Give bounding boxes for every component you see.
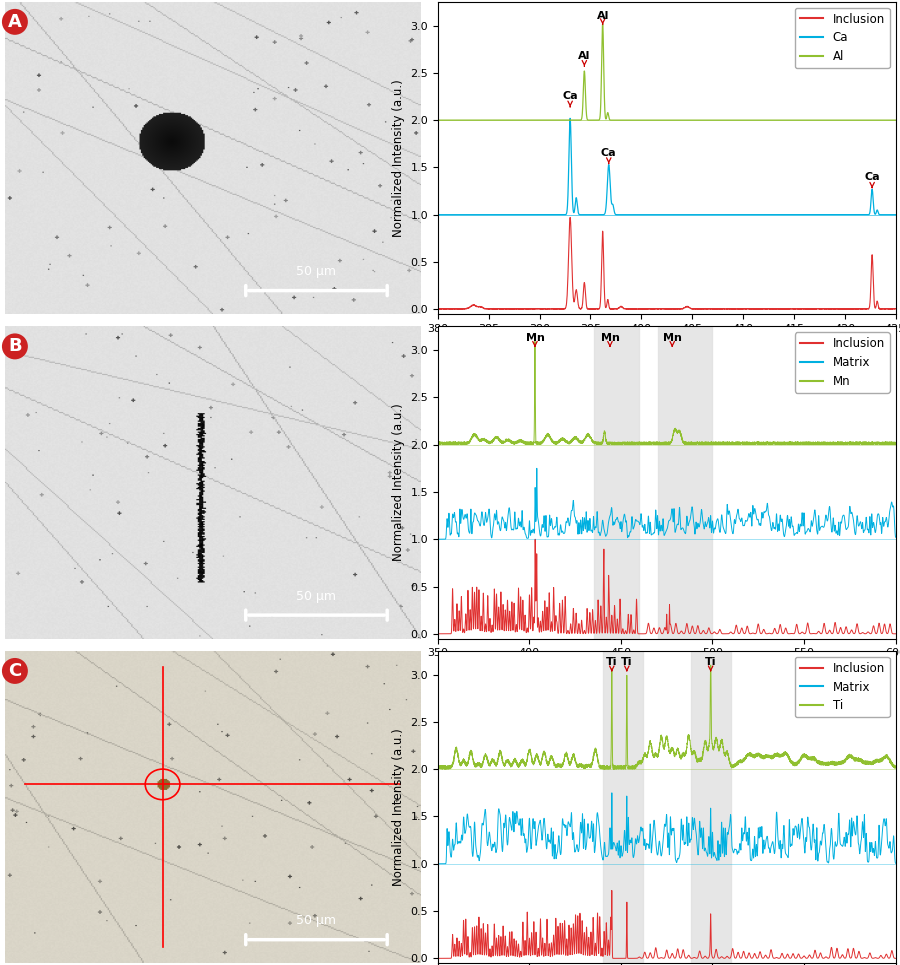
X-axis label: Wavelength (nm): Wavelength (nm)	[613, 340, 721, 352]
Text: Al: Al	[597, 11, 608, 24]
Text: 50 μm: 50 μm	[296, 590, 337, 602]
Y-axis label: Normalized Intensity (a.u.): Normalized Intensity (a.u.)	[392, 79, 405, 236]
Y-axis label: Normalized Intensity (a.u.): Normalized Intensity (a.u.)	[392, 403, 405, 562]
Bar	[593, 326, 639, 639]
Text: Ti: Ti	[621, 657, 633, 671]
Legend: Inclusion, Matrix, Ti: Inclusion, Matrix, Ti	[795, 657, 889, 717]
Text: Ti: Ti	[606, 657, 617, 671]
Text: 50 μm: 50 μm	[296, 914, 337, 927]
Text: A: A	[8, 13, 22, 31]
Text: Ca: Ca	[562, 92, 578, 107]
Text: 50 μm: 50 μm	[296, 265, 337, 278]
Text: B: B	[8, 338, 22, 355]
Legend: Inclusion, Matrix, Mn: Inclusion, Matrix, Mn	[795, 332, 889, 393]
Text: Mn: Mn	[662, 333, 681, 346]
Text: C: C	[8, 662, 22, 680]
Text: Ti: Ti	[705, 657, 716, 671]
Text: Ca: Ca	[864, 172, 880, 187]
Legend: Inclusion, Ca, Al: Inclusion, Ca, Al	[795, 8, 889, 69]
Text: Ca: Ca	[601, 148, 617, 164]
Text: Mn: Mn	[526, 333, 544, 346]
Bar	[690, 651, 731, 963]
Y-axis label: Normalized Intensity (a.u.): Normalized Intensity (a.u.)	[392, 729, 405, 886]
Text: Mn: Mn	[600, 333, 619, 346]
Bar	[603, 651, 643, 963]
X-axis label: Wavelength (nm): Wavelength (nm)	[613, 664, 721, 676]
Text: Al: Al	[578, 51, 590, 67]
Bar	[658, 326, 713, 639]
